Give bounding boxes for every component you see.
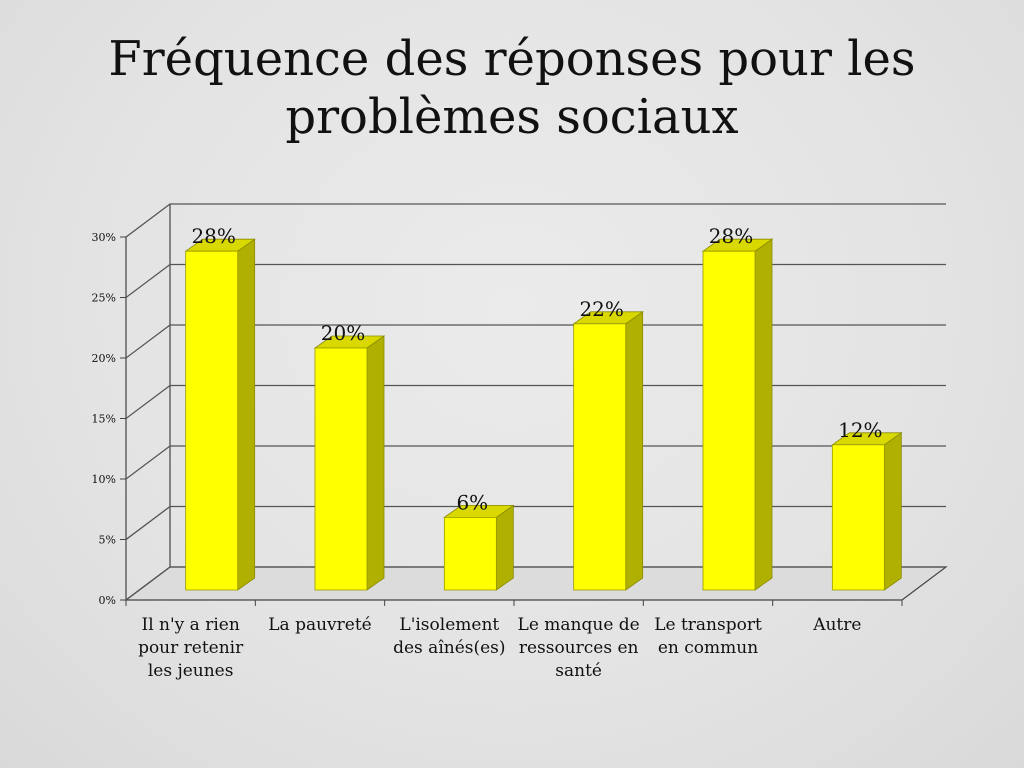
gridline — [125, 263, 946, 299]
bar-value-label: 12% — [838, 418, 882, 442]
gridline — [125, 566, 946, 601]
gridline — [125, 324, 946, 359]
bar-side — [237, 238, 256, 591]
y-tick-label: 10% — [92, 473, 116, 486]
gridline — [125, 203, 946, 238]
x-category-label: Le transport en commun — [654, 615, 762, 658]
bar-value-label: 22% — [579, 297, 623, 321]
bar — [443, 504, 515, 591]
bar — [184, 238, 256, 591]
gridline — [125, 445, 946, 480]
x-category-label: L'isolement des aînés(es) — [393, 615, 506, 658]
chart-y-ticks: 0% 5% 10% 15% 20% 25% 30% — [92, 231, 903, 607]
x-category-label: Autre — [813, 615, 862, 635]
y-tick-label: 0% — [99, 594, 116, 607]
bar-value-label: 20% — [321, 321, 365, 345]
bar-front — [314, 347, 368, 591]
bar-value-label: 28% — [709, 224, 753, 248]
bar-front — [443, 517, 497, 591]
bar-front — [185, 250, 239, 591]
x-category-label: Il n'y a rien pour retenir les jeunes — [138, 615, 244, 681]
chart-bars — [184, 238, 903, 591]
chart-data-labels: 28% 20% 6% 22% 28% 12% — [191, 224, 882, 514]
x-category-label: Le manque de ressources en santé — [517, 615, 640, 681]
bar-value-label: 28% — [191, 224, 235, 248]
bar — [701, 238, 774, 591]
slide-title: Fréquence des réponses pour les problème… — [108, 31, 916, 145]
x-category-label: La pauvreté — [268, 615, 372, 635]
bar-front — [831, 444, 885, 591]
bar-value-label: 6% — [456, 490, 488, 514]
gridline — [125, 384, 946, 420]
y-tick-label: 15% — [92, 413, 116, 426]
bar — [572, 311, 644, 591]
bar-side — [495, 504, 514, 591]
bar — [831, 432, 903, 591]
bar-side — [883, 432, 902, 591]
bar-side — [625, 311, 644, 591]
bar-side — [754, 238, 773, 591]
gridline — [125, 505, 946, 541]
bar-front — [573, 323, 627, 591]
bar-front — [702, 250, 756, 591]
bar-side — [366, 335, 385, 591]
bar — [313, 335, 386, 591]
y-tick-label: 5% — [99, 534, 116, 547]
y-tick-label: 25% — [92, 292, 116, 305]
y-tick-label: 30% — [92, 231, 116, 244]
y-tick-label: 20% — [92, 352, 116, 365]
